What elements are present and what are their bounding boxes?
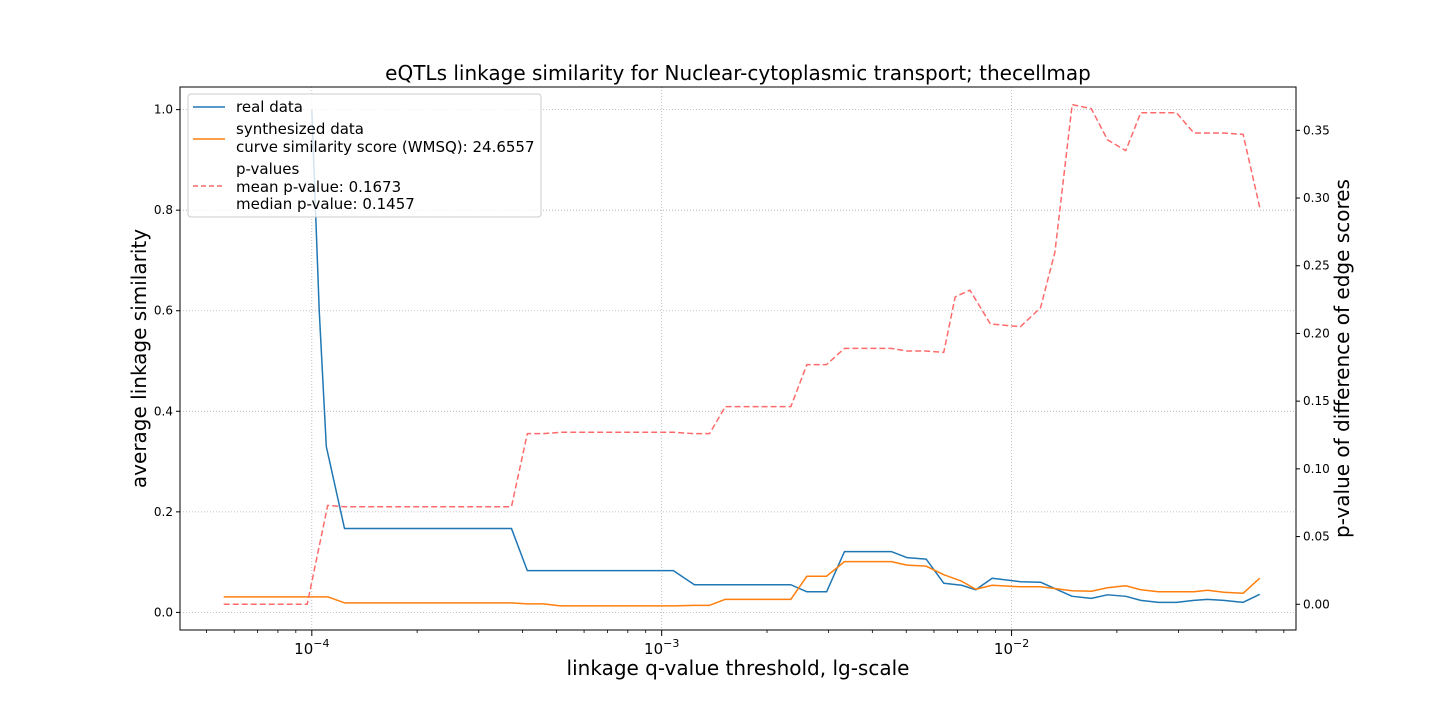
x-tick-label: 10−4 bbox=[294, 637, 329, 658]
y-tick-label: 0.6 bbox=[154, 304, 173, 318]
legend-box bbox=[187, 93, 542, 218]
x-axis: 10−4 10−3 10−2 bbox=[206, 630, 1285, 658]
series-line-real-data bbox=[311, 109, 1261, 604]
y-axis-right-label: p-value of difference of edge scores bbox=[1330, 179, 1354, 538]
legend-label-median-p: median p-value: 0.1457 bbox=[236, 195, 415, 213]
y-tick-label: 0.8 bbox=[154, 203, 173, 217]
y-right-tick-label: 0.25 bbox=[1303, 259, 1330, 273]
chart-title: eQTLs linkage similarity for Nuclear-cyt… bbox=[385, 61, 1091, 85]
x-tick-label: 10−3 bbox=[644, 637, 679, 658]
legend-label-synth: synthesized data bbox=[236, 120, 364, 138]
y-right-tick-label: 0.20 bbox=[1303, 326, 1330, 340]
legend-label-synth-score: curve similarity score (WMSQ): 24.6557 bbox=[236, 138, 535, 156]
y-axis-label: average linkage similarity bbox=[127, 229, 151, 488]
x-tick-label: 10−2 bbox=[994, 637, 1029, 658]
y-right-tick-label: 0.35 bbox=[1303, 123, 1330, 137]
y-right-tick-label: 0.05 bbox=[1303, 530, 1330, 544]
y-tick-label: 1.0 bbox=[154, 103, 173, 117]
y-axis-right: 0.00 0.05 0.10 0.15 0.20 0.25 0.30 0.35 bbox=[1296, 123, 1330, 611]
legend-label-real: real data bbox=[236, 98, 303, 116]
y-right-tick-label: 0.30 bbox=[1303, 191, 1330, 205]
y-tick-label: 0.2 bbox=[154, 505, 173, 519]
y-right-tick-label: 0.15 bbox=[1303, 394, 1330, 408]
y-right-tick-label: 0.10 bbox=[1303, 462, 1330, 476]
legend-label-pvalues: p-values bbox=[236, 160, 300, 178]
x-axis-label: linkage q-value threshold, lg-scale bbox=[567, 656, 910, 680]
plot-frame bbox=[179, 86, 1297, 631]
y-axis-left: 0.0 0.2 0.4 0.6 0.8 1.0 bbox=[154, 103, 180, 619]
series-line-synthesized-data bbox=[223, 560, 1261, 607]
series-layer bbox=[223, 103, 1261, 607]
y-tick-label: 0.0 bbox=[154, 605, 173, 619]
y-right-tick-label: 0.00 bbox=[1303, 597, 1330, 611]
series-line-p-values bbox=[223, 103, 1261, 606]
y-tick-label: 0.4 bbox=[154, 404, 173, 418]
legend-label-mean-p: mean p-value: 0.1673 bbox=[236, 178, 401, 196]
legend: real data synthesized data curve similar… bbox=[187, 93, 542, 218]
